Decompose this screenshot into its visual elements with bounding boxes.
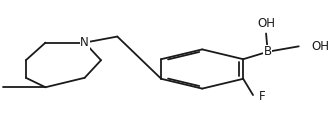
Text: OH: OH xyxy=(257,17,275,30)
Text: OH: OH xyxy=(311,40,329,53)
Text: B: B xyxy=(264,45,272,58)
Text: F: F xyxy=(259,90,266,103)
Text: N: N xyxy=(80,36,89,49)
